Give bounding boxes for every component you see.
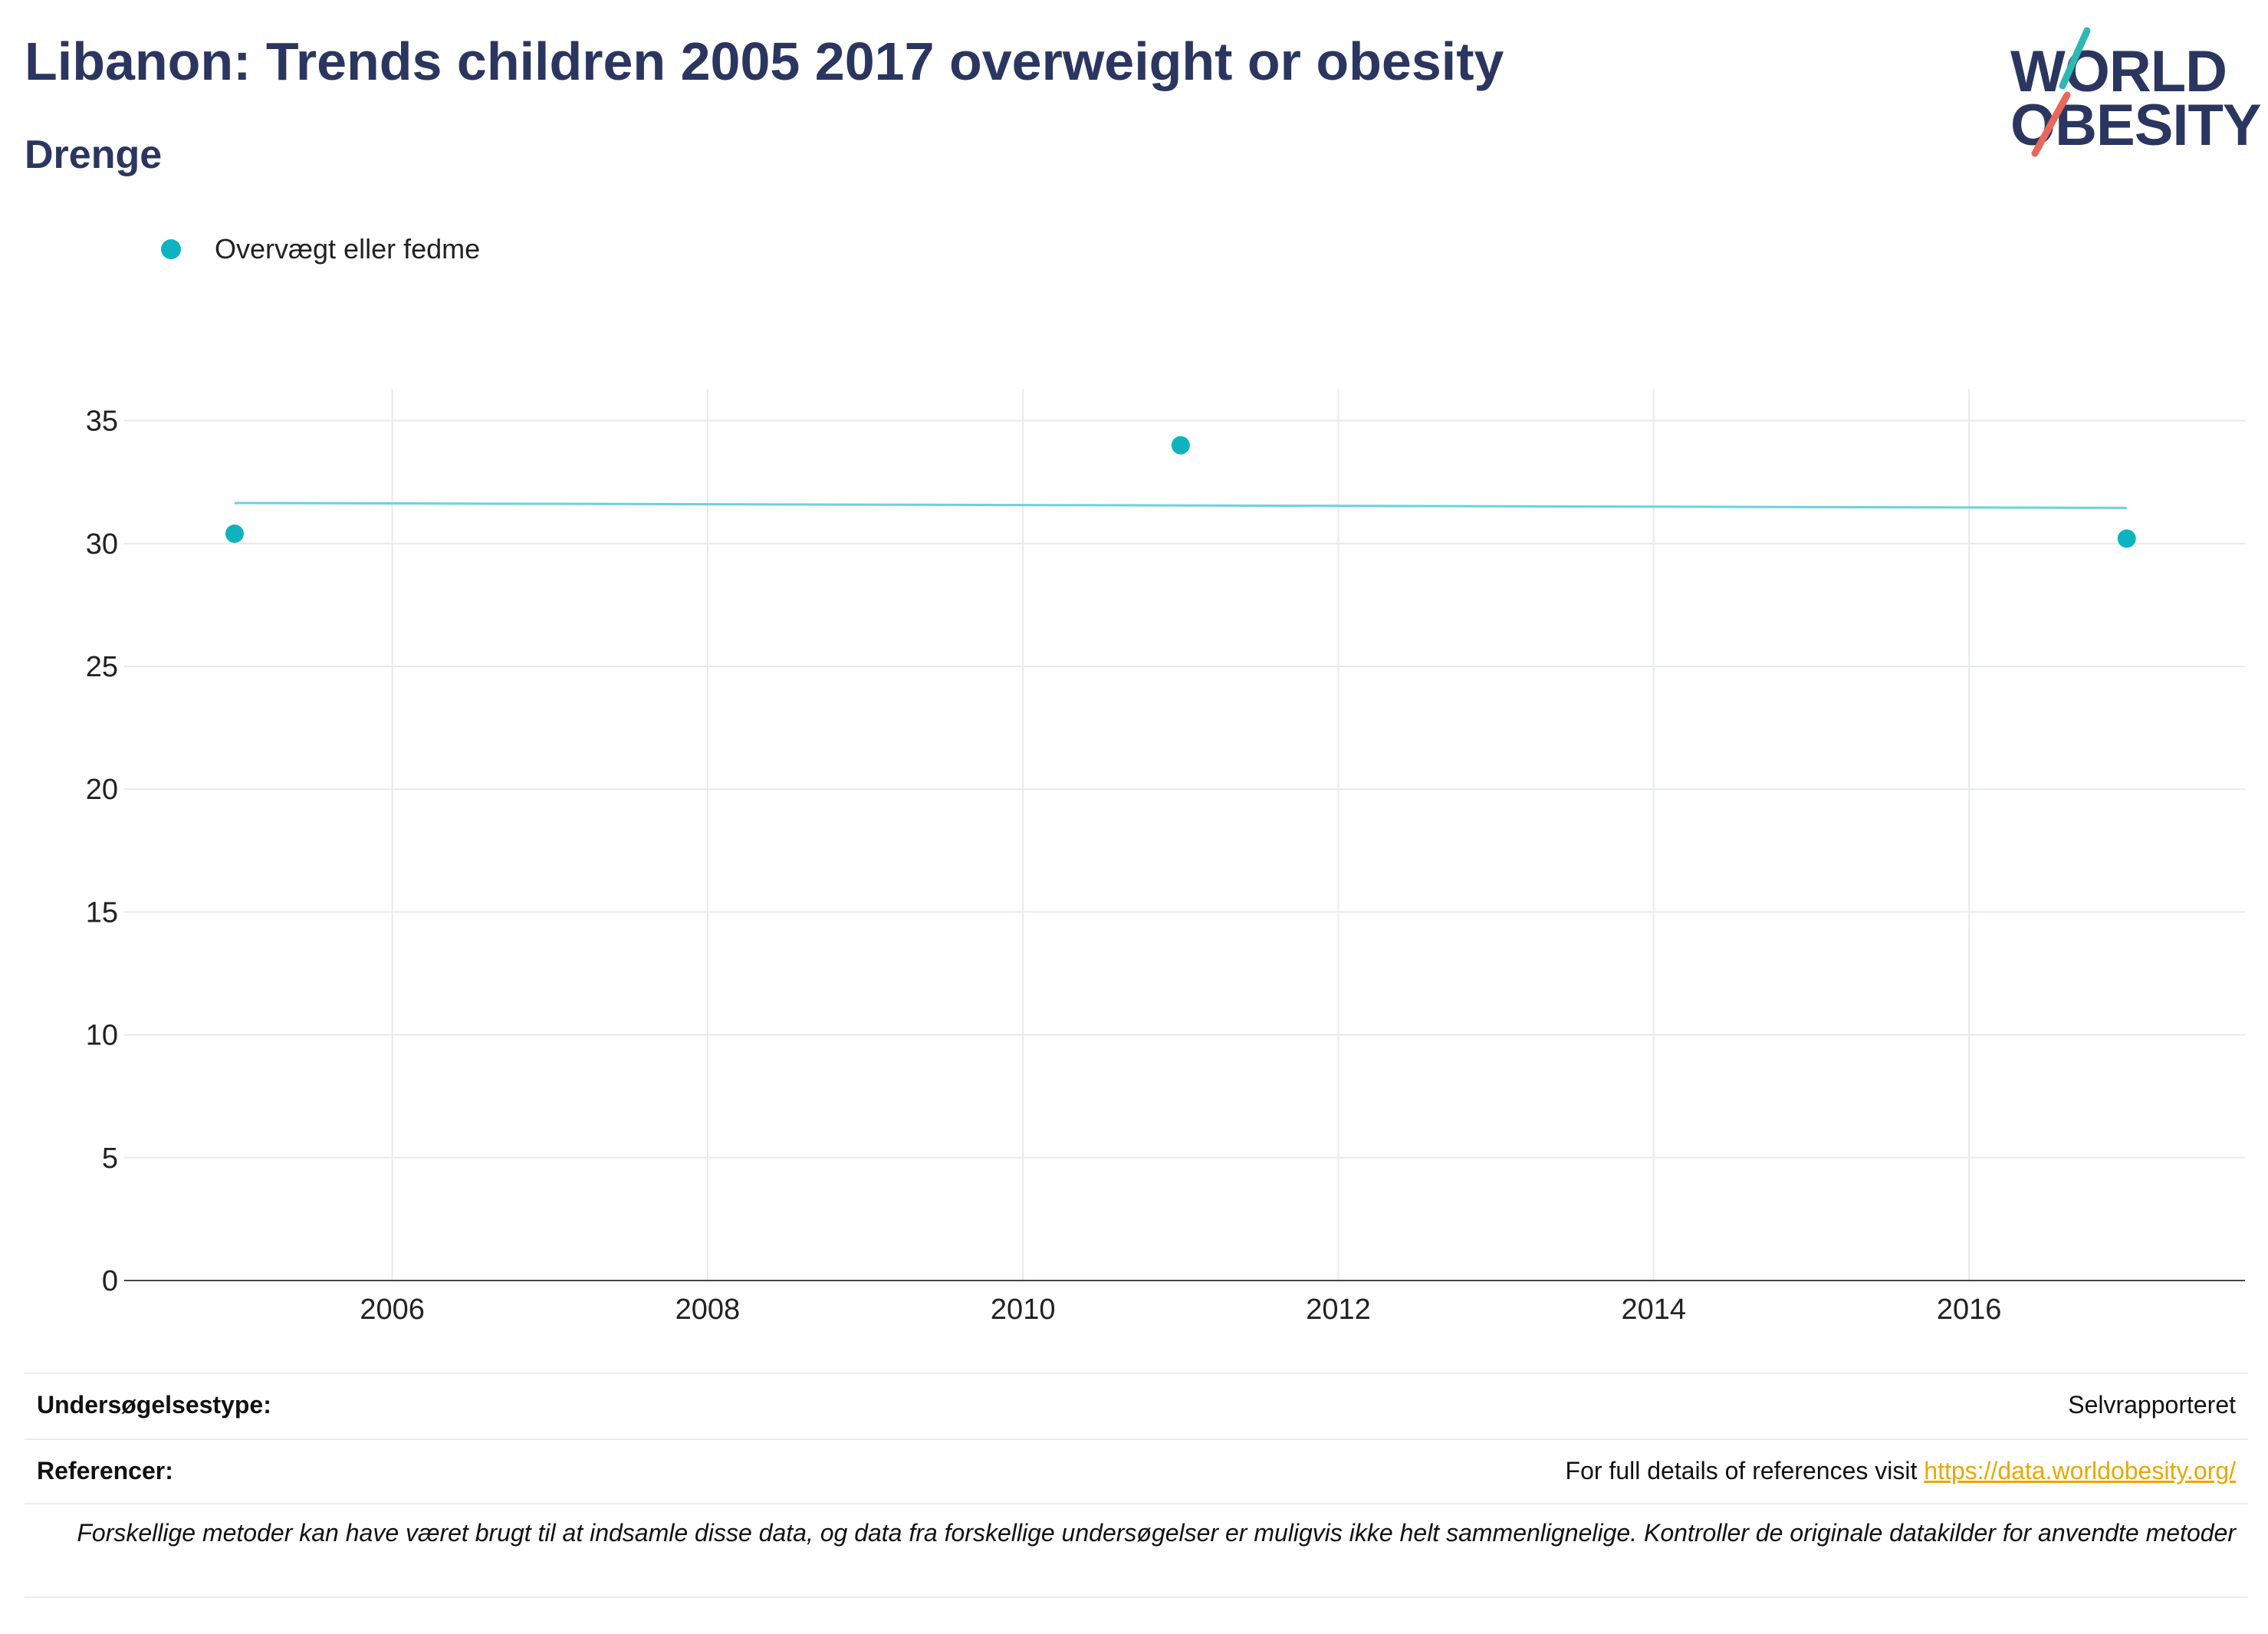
references-value: For full details of references visit htt… (1566, 1457, 2236, 1485)
survey-type-value: Selvrapporteret (2068, 1391, 2236, 1419)
footer-divider (25, 1438, 2248, 1440)
y-tick-label: 25 (86, 651, 118, 683)
x-tick-label: 2006 (360, 1294, 425, 1326)
footer-divider (25, 1596, 2248, 1598)
legend[interactable]: Overvægt eller fedme (161, 230, 480, 268)
y-tick-label: 10 (86, 1020, 118, 1052)
x-tick-label: 2016 (1937, 1294, 2002, 1326)
data-point (225, 524, 244, 544)
y-tick-label: 0 (102, 1265, 118, 1297)
footer-divider (25, 1503, 2248, 1504)
chart-title: Libanon: Trends children 2005 2017 overw… (25, 31, 1504, 91)
world-obesity-logo: WORLD OBESITY (2001, 23, 2262, 161)
references-text: For full details of references visit (1565, 1457, 1925, 1484)
logo-word-world: WORLD (2010, 39, 2227, 104)
y-tick-label: 30 (86, 528, 118, 561)
references-label: Referencer: (37, 1457, 173, 1484)
y-tick-label: 5 (102, 1142, 118, 1175)
legend-marker (161, 239, 181, 259)
references-row: Referencer: For full details of referenc… (25, 1440, 2248, 1504)
x-tick-label: 2012 (1306, 1294, 1371, 1326)
x-tick-label: 2014 (1622, 1294, 1687, 1326)
legend-label: Overvægt eller fedme (215, 233, 481, 265)
trend-line (234, 501, 2127, 509)
chart-subtitle: Drenge (25, 133, 163, 177)
x-tick-label: 2008 (675, 1294, 741, 1326)
chart-plot: 2006 2008 2010 2012 2014 2016 0 5 10 15 20 25 30 35 (86, 389, 2245, 1326)
methods-disclaimer: Forskellige metoder kan have været brugt… (77, 1519, 2236, 1547)
survey-type-row: Undersøgelsestype: Selvrapporteret (25, 1374, 2248, 1438)
data-point (2117, 529, 2136, 548)
references-link[interactable]: https://data.worldobesity.org/ (1924, 1457, 2236, 1484)
data-point (1171, 436, 1190, 455)
footer-divider (25, 1373, 2248, 1374)
survey-type-label: Undersøgelsestype: (37, 1391, 271, 1419)
x-tick-label: 2010 (991, 1294, 1056, 1326)
y-tick-label: 20 (86, 774, 118, 806)
y-tick-label: 35 (86, 406, 118, 438)
logo-slash-icon (2031, 27, 2091, 157)
y-tick-label: 15 (86, 896, 118, 929)
